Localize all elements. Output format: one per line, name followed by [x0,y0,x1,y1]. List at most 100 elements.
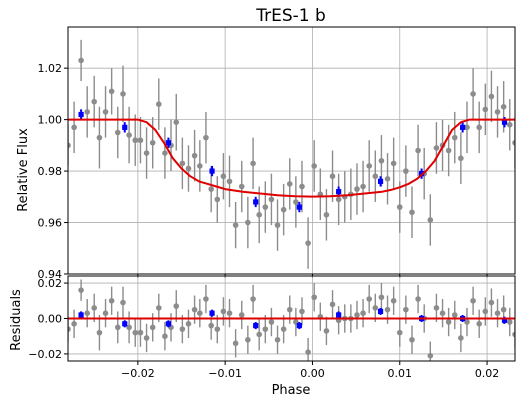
flux-raw-point [415,124,421,177]
residuals-binned-marker [296,322,302,329]
flux-raw-marker [191,152,198,159]
flux-binned-point [377,176,384,187]
residuals-raw-marker [191,306,198,313]
residuals-raw-marker [403,306,409,313]
top-y-axis-label: Relative Flux [16,128,31,212]
flux-raw-marker [280,206,287,213]
residuals-raw-point [143,323,150,353]
residuals-raw-marker [372,305,379,311]
flux-binned-marker [209,168,215,174]
residuals-raw-point [354,300,360,330]
residuals-raw-point [305,337,311,361]
flux-raw-point [311,140,317,192]
flux-binned-marker [122,124,128,130]
residuals-raw-point [372,293,379,323]
flux-ytick-label: 1.02 [38,62,63,75]
residuals-raw-point [78,279,84,301]
residuals-raw-marker [482,308,489,315]
residuals-raw-point [168,313,174,342]
flux-raw-marker [286,181,293,187]
residuals-raw-point [409,325,415,354]
residuals-raw-marker [185,321,192,327]
flux-raw-marker [102,109,109,115]
residuals-raw-marker [378,294,385,301]
flux-raw-marker [470,91,476,97]
flux-raw-marker [311,163,317,169]
flux-raw-point [185,145,192,192]
residuals-binned-marker [209,310,215,316]
flux-raw-point [335,173,342,226]
flux-raw-point [108,68,115,115]
flux-raw-point [250,137,256,190]
residuals-raw-point [415,284,421,314]
flux-raw-point [360,160,366,213]
flux-raw-marker [506,121,513,128]
flux-raw-marker [500,103,507,110]
residuals-raw-point [482,297,489,326]
flux-raw-marker [354,186,360,192]
residuals-binned-marker [336,312,342,318]
residuals-raw-marker [262,326,269,332]
residuals-raw-point [427,341,434,361]
flux-raw-marker [256,212,262,218]
flux-raw-point [238,160,245,213]
residuals-raw-point [494,299,501,328]
residuals-raw-point [476,309,483,338]
flux-panel: 0.94 0.96 0.98 1.00 1.02 [38,26,516,281]
residuals-raw-marker [354,312,360,318]
flux-raw-point [191,129,198,182]
flux-ytick-label: 1.00 [38,114,63,127]
residuals-raw-marker [476,321,483,327]
flux-raw-marker [372,173,379,180]
flux-raw-point [179,137,186,190]
flux-raw-point [305,217,311,269]
residuals-raw-marker [390,297,397,304]
flux-raw-point [203,111,209,164]
residuals-raw-point [470,286,476,315]
residuals-raw-marker [384,306,391,313]
flux-raw-point [354,163,360,215]
flux-raw-marker [512,139,515,146]
flux-raw-marker [185,165,192,172]
flux-raw-point [488,70,495,123]
flux-raw-point [445,124,452,177]
flux-raw-point [71,101,77,154]
residuals-xtick-label: −0.02 [121,367,155,380]
residuals-binned-point [336,311,342,319]
residuals-xtick-label: 0.00 [300,367,325,380]
flux-raw-marker [173,119,180,125]
residuals-raw-point [488,288,495,317]
residuals-raw-marker [458,335,464,341]
flux-binned-point [122,122,128,133]
flux-raw-point [409,186,415,238]
residuals-ytick-label: 0.00 [38,313,63,326]
residuals-raw-point [238,300,245,330]
residuals-raw-point [451,300,458,330]
flux-raw-marker [203,134,209,141]
residuals-raw-point [384,295,391,324]
residuals-binned-point [78,311,84,319]
residuals-raw-marker [250,296,256,302]
flux-raw-marker [329,173,336,180]
flux-raw-point [299,160,305,213]
flux-ytick-label: 0.98 [38,165,63,178]
flux-axes-frame [67,26,516,275]
residuals-raw-marker [78,287,84,293]
residuals-raw-marker [451,312,458,318]
flux-raw-marker [488,93,495,100]
flux-raw-marker [476,124,483,131]
residuals-raw-point [317,302,324,331]
flux-binned-marker [165,140,172,146]
flux-raw-marker [458,155,464,162]
residuals-raw-marker [197,310,203,316]
flux-binned-marker [336,189,342,195]
flux-ytick-label: 0.96 [38,217,63,230]
flux-raw-marker [390,160,397,167]
flux-raw-marker [262,204,269,210]
flux-raw-point [482,83,489,136]
residuals-raw-point [108,286,115,315]
residuals-raw-point [360,299,366,328]
residuals-raw-marker [280,326,287,332]
residuals-raw-point [403,295,409,324]
